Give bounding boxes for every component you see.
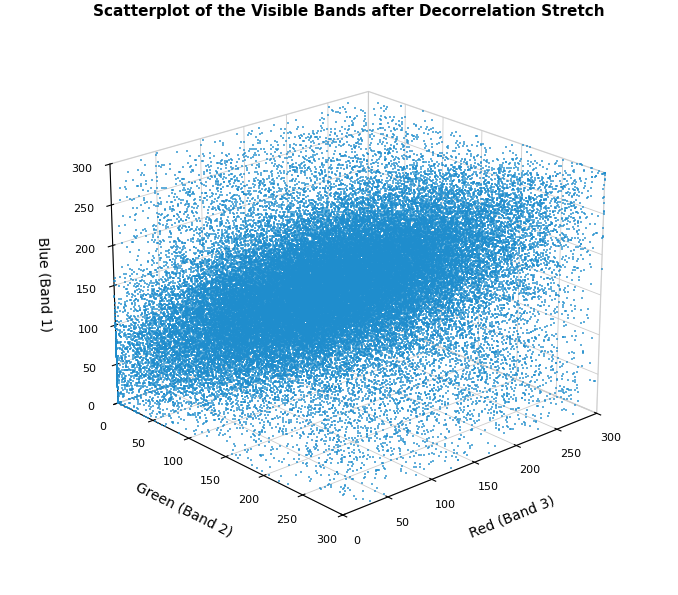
X-axis label: Red (Band 3): Red (Band 3) — [468, 494, 557, 540]
Title: Scatterplot of the Visible Bands after Decorrelation Stretch: Scatterplot of the Visible Bands after D… — [94, 4, 605, 19]
Y-axis label: Green (Band 2): Green (Band 2) — [134, 480, 235, 539]
